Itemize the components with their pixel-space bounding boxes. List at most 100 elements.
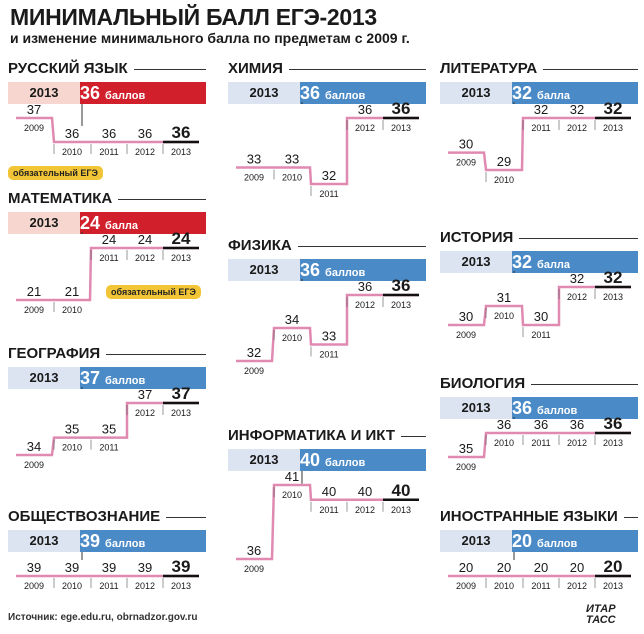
mandatory-exam-badge: обязательный ЕГЭ bbox=[8, 166, 103, 180]
step-year-label: 2009 bbox=[456, 581, 476, 591]
bar-year-label: 2013 bbox=[8, 367, 80, 389]
step-year-label: 2013 bbox=[171, 253, 191, 263]
bar-value-number: 32 bbox=[512, 83, 538, 103]
step-chart: 33 2009 33 2010 32 2011 36 2012 36 2013 bbox=[236, 99, 419, 199]
step-year-label: 2009 bbox=[24, 460, 44, 470]
bar-value-unit: балла bbox=[105, 220, 139, 232]
step-year-label: 2012 bbox=[567, 292, 587, 302]
subject-title: ИНОСТРАННЫЕ ЯЗЫКИ bbox=[440, 508, 618, 525]
title-rule bbox=[297, 246, 426, 247]
step-line bbox=[16, 246, 199, 302]
step-year-label: 2011 bbox=[319, 189, 338, 199]
step-value-label: 37 bbox=[172, 384, 191, 403]
step-value-label: 30 bbox=[459, 309, 473, 324]
subject-title: ОБЩЕСТВОЗНАНИЕ bbox=[8, 508, 161, 525]
bar-year-label: 2013 bbox=[228, 259, 300, 281]
step-value-label: 34 bbox=[285, 312, 299, 327]
bar-value-unit: баллов bbox=[325, 267, 366, 279]
step-year-label: 2013 bbox=[171, 408, 191, 418]
step-year-label: 2011 bbox=[531, 330, 550, 340]
step-chart: 35 2009 36 2010 36 2011 36 2012 36 2013 bbox=[448, 414, 631, 472]
step-value-label: 36 bbox=[497, 417, 511, 432]
score-bar: 2013 36 баллов bbox=[440, 397, 638, 419]
step-value-label: 24 bbox=[138, 232, 152, 247]
bar-value-number: 36 bbox=[80, 83, 106, 103]
subject-title: ИСТОРИЯ bbox=[440, 229, 514, 246]
page-title: МИНИМАЛЬНЫЙ БАЛЛ ЕГЭ-2013 bbox=[10, 4, 377, 30]
step-value-label: 33 bbox=[285, 152, 299, 167]
bar-value-unit: баллов bbox=[325, 457, 366, 469]
step-year-label: 2011 bbox=[531, 581, 550, 591]
step-year-label: 2013 bbox=[171, 147, 191, 157]
step-year-label: 2009 bbox=[24, 305, 44, 315]
step-year-label: 2012 bbox=[355, 505, 375, 515]
bar-value-unit: баллов bbox=[105, 538, 146, 550]
step-line bbox=[448, 285, 631, 327]
step-value-label: 32 bbox=[570, 102, 584, 117]
score-bar: 2013 24 балла bbox=[8, 212, 206, 234]
bar-value-unit: баллов bbox=[325, 90, 366, 102]
step-year-label: 2011 bbox=[319, 350, 338, 360]
step-line bbox=[236, 116, 419, 186]
title-rule bbox=[531, 384, 638, 385]
step-value-label: 32 bbox=[322, 168, 336, 183]
step-year-label: 2011 bbox=[319, 505, 338, 515]
step-year-label: 2009 bbox=[244, 564, 264, 574]
score-bar: 2013 39 баллов bbox=[8, 530, 206, 552]
score-bar: 2013 36 баллов bbox=[228, 259, 426, 281]
step-value-label: 35 bbox=[102, 422, 116, 437]
step-value-label: 40 bbox=[392, 481, 411, 500]
bar-value: 20 баллов bbox=[512, 530, 638, 552]
step-value-label: 36 bbox=[172, 123, 191, 142]
mandatory-exam-badge: обязательный ЕГЭ bbox=[106, 285, 201, 299]
title-rule bbox=[288, 69, 426, 70]
title-rule bbox=[133, 69, 206, 70]
bar-year-label: 2013 bbox=[440, 82, 512, 104]
step-year-label: 2012 bbox=[567, 581, 587, 591]
step-year-label: 2009 bbox=[456, 462, 476, 472]
step-value-label: 31 bbox=[497, 290, 511, 305]
step-line bbox=[236, 483, 419, 561]
step-value-label: 32 bbox=[534, 102, 548, 117]
step-year-label: 2011 bbox=[531, 438, 550, 448]
step-year-label: 2009 bbox=[244, 173, 264, 183]
step-value-label: 20 bbox=[604, 557, 623, 576]
bar-value: 32 балла bbox=[512, 82, 638, 104]
subject-title: ГЕОГРАФИЯ bbox=[8, 345, 101, 362]
bar-year-label: 2013 bbox=[440, 397, 512, 419]
step-value-label: 20 bbox=[534, 560, 548, 575]
bar-value-number: 32 bbox=[512, 252, 538, 272]
step-value-label: 36 bbox=[534, 417, 548, 432]
bar-value: 32 балла bbox=[512, 251, 638, 273]
bar-value-unit: баллов bbox=[537, 405, 578, 417]
title-rule bbox=[401, 436, 426, 437]
step-year-label: 2011 bbox=[99, 443, 118, 453]
step-year-label: 2010 bbox=[282, 173, 302, 183]
title-rule bbox=[519, 238, 638, 239]
step-value-label: 36 bbox=[138, 126, 152, 141]
step-value-label: 36 bbox=[358, 279, 372, 294]
step-value-label: 24 bbox=[172, 229, 191, 248]
step-value-label: 32 bbox=[604, 268, 623, 287]
step-line bbox=[448, 116, 631, 172]
step-year-label: 2012 bbox=[135, 408, 155, 418]
step-value-label: 35 bbox=[65, 422, 79, 437]
subject-title: БИОЛОГИЯ bbox=[440, 375, 526, 392]
bar-value-number: 36 bbox=[300, 83, 326, 103]
step-year-label: 2010 bbox=[494, 438, 514, 448]
step-value-label: 39 bbox=[27, 560, 41, 575]
bar-value: 39 баллов bbox=[80, 530, 206, 552]
step-value-label: 36 bbox=[392, 276, 411, 295]
step-value-label: 40 bbox=[358, 484, 372, 499]
bar-year-label: 2013 bbox=[440, 530, 512, 552]
score-bar: 2013 36 баллов bbox=[228, 82, 426, 104]
step-chart: 30 2009 29 2010 32 2011 32 2012 32 2013 bbox=[448, 99, 631, 185]
bar-value: 36 баллов bbox=[300, 82, 426, 104]
source-note: Источник: ege.edu.ru, obrnadzor.gov.ru bbox=[8, 612, 198, 623]
subject-title: ЛИТЕРАТУРА bbox=[440, 60, 538, 77]
step-value-label: 20 bbox=[459, 560, 473, 575]
step-value-label: 20 bbox=[497, 560, 511, 575]
step-year-label: 2012 bbox=[567, 438, 587, 448]
title-rule bbox=[623, 517, 638, 518]
step-year-label: 2009 bbox=[24, 581, 44, 591]
